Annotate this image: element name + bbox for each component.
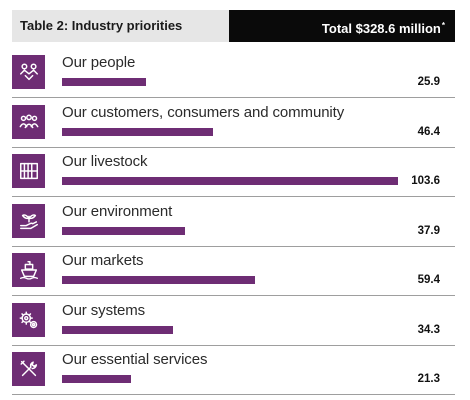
category-label: Our people <box>62 54 136 71</box>
value-bar <box>62 128 213 136</box>
total-text: Total $328.6 million <box>321 21 441 36</box>
total-footnote-mark: * <box>441 21 445 30</box>
value-bar <box>62 375 132 383</box>
priority-row: Our systems 34.3 <box>12 302 455 347</box>
category-label: Our environment <box>62 203 173 220</box>
category-label: Our livestock <box>62 153 148 170</box>
ship-icon <box>12 253 45 287</box>
value-label: 21.3 <box>417 373 440 385</box>
value-label: 34.3 <box>417 324 440 336</box>
tools-icon <box>12 352 45 386</box>
row-divider <box>12 246 455 247</box>
value-bar <box>62 326 174 334</box>
table-title: Table 2: Industry priorities <box>12 10 229 42</box>
priority-row: Our essential services 21.3 <box>12 351 455 396</box>
category-label: Our systems <box>62 302 146 319</box>
value-label: 37.9 <box>417 225 440 237</box>
value-label: 25.9 <box>417 76 440 88</box>
value-label: 103.6 <box>411 175 440 187</box>
total-banner: Total $328.6 million* <box>229 10 455 42</box>
people-icon <box>12 55 45 89</box>
category-label: Our essential services <box>62 351 208 368</box>
value-bar <box>62 227 185 235</box>
priority-row: Our markets 59.4 <box>12 252 455 297</box>
category-label: Our customers, consumers and community <box>62 104 345 121</box>
priority-row: Our people 25.9 <box>12 54 455 99</box>
livestock-icon <box>12 154 45 188</box>
row-divider <box>12 394 455 395</box>
row-divider <box>12 295 455 296</box>
row-divider <box>12 345 455 346</box>
community-icon <box>12 105 45 139</box>
gears-icon <box>12 303 45 337</box>
row-divider <box>12 196 455 197</box>
row-divider <box>12 97 455 98</box>
row-divider <box>12 147 455 148</box>
priority-row: Our livestock 103.6 <box>12 153 455 198</box>
value-label: 46.4 <box>417 126 440 138</box>
value-bar <box>62 177 398 185</box>
value-bar <box>62 276 255 284</box>
value-bar <box>62 78 146 86</box>
environment-icon <box>12 204 45 238</box>
priority-row: Our customers, consumers and community 46… <box>12 104 455 149</box>
value-label: 59.4 <box>417 274 440 286</box>
table-header: Table 2: Industry priorities Total $328.… <box>12 10 455 42</box>
category-label: Our markets <box>62 252 144 269</box>
priority-row: Our environment 37.9 <box>12 203 455 248</box>
